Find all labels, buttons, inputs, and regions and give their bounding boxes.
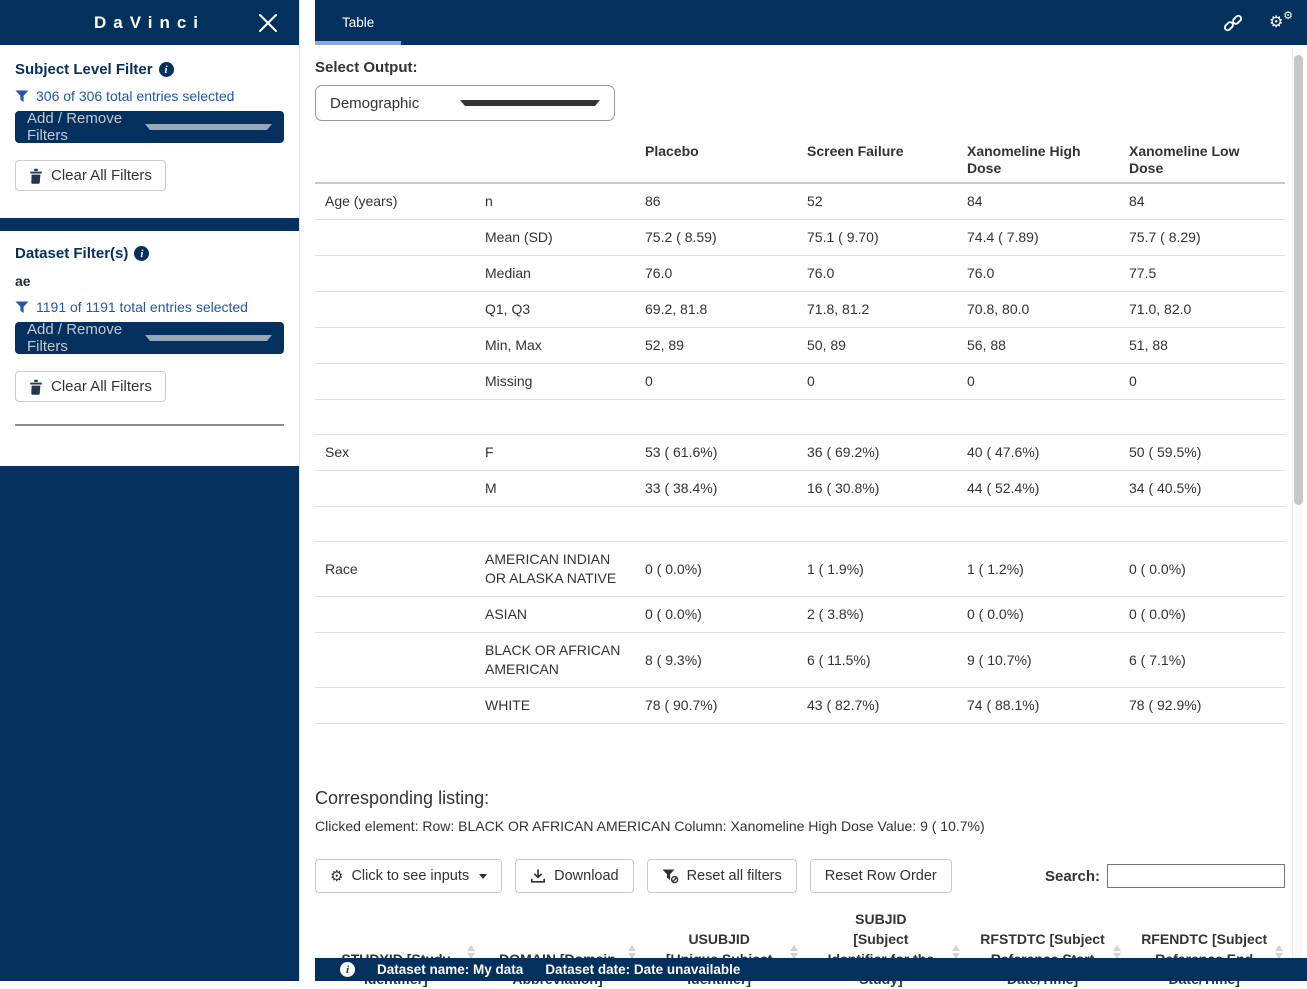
- reset-filter-icon: [662, 869, 678, 883]
- reset-row-order-button[interactable]: Reset Row Order: [809, 859, 952, 893]
- table-header-row: Placebo Screen Failure Xanomeline High D…: [315, 137, 1285, 184]
- vertical-scrollbar[interactable]: [1292, 48, 1303, 981]
- subject-add-remove-filters-dropdown[interactable]: Add / Remove Filters: [15, 110, 284, 144]
- table-row[interactable]: Race AMERICAN INDIAN OR ALASKA NATIVE 0 ( …: [315, 541, 1285, 597]
- sort-icon[interactable]: [1275, 945, 1284, 959]
- dataset-filter-section: Dataset Filter(s) i ae 1191 of 1191 tota…: [0, 231, 299, 466]
- subject-dropdown-label: Add / Remove Filters: [27, 110, 123, 144]
- table-row[interactable]: Q1, Q3 69.2, 81.8 71.8, 81.2 70.8, 80.0 71.0…: [315, 291, 1285, 328]
- search-label: Search:: [1044, 867, 1100, 885]
- gear-icon: ⚙: [330, 867, 344, 885]
- column-header-xanomeline-high: Xanomeline High Dose: [957, 137, 1119, 184]
- search-container: Search:: [1045, 864, 1285, 888]
- column-header-screen-failure: Screen Failure: [797, 137, 957, 184]
- listing-toolbar: ⚙ Click to see inputs Download Reset all…: [315, 859, 1285, 893]
- search-input[interactable]: [1107, 864, 1285, 888]
- column-header-placebo: Placebo: [635, 137, 797, 184]
- dataset-filter-title: Dataset Filter(s) i: [15, 245, 284, 262]
- table-row[interactable]: Age (years) n 86 52 84 84: [315, 183, 1285, 220]
- dataset-info-bar: i Dataset name: My data Dataset date: Da…: [315, 958, 1307, 981]
- subject-filter-summary[interactable]: 306 of 306 total entries selected: [15, 88, 284, 104]
- dataset-clear-button-label: Clear All Filters: [51, 378, 152, 395]
- filter-funnel-icon: [15, 90, 29, 102]
- subject-filter-summary-text: 306 of 306 total entries selected: [36, 88, 235, 104]
- select-output-label: Select Output:: [315, 59, 418, 76]
- table-row[interactable]: WHITE 78 ( 90.7%) 43 ( 82.7%) 74 ( 88.1%) 78…: [315, 687, 1285, 724]
- spacer-row: [315, 506, 1285, 542]
- table-row[interactable]: Missing 0 0 0 0: [315, 363, 1285, 400]
- caret-down-icon: [460, 100, 600, 106]
- spacer-row: [315, 399, 1285, 435]
- corresponding-listing-title: Corresponding listing:: [315, 788, 490, 808]
- demographic-table: Placebo Screen Failure Xanomeline High D…: [315, 137, 1285, 724]
- scrollbar-thumb[interactable]: [1294, 55, 1303, 505]
- table-row[interactable]: Mean (SD) 75.2 ( 8.59) 75.1 ( 9.70) 74.4 ( …: [315, 219, 1285, 256]
- subject-level-filter-section: Subject Level Filter i 306 of 306 total …: [0, 45, 299, 218]
- table-row[interactable]: Median 76.0 76.0 76.0 77.5: [315, 255, 1285, 292]
- subject-clear-button-label: Clear All Filters: [51, 167, 152, 184]
- link-icon[interactable]: [1223, 13, 1243, 33]
- gears-icon[interactable]: ⚙ ⚙: [1269, 9, 1293, 31]
- inputs-button-label: Click to see inputs: [351, 868, 470, 884]
- info-icon[interactable]: i: [340, 962, 355, 977]
- dataset-name-label: ae: [15, 273, 31, 289]
- trash-icon: [30, 379, 42, 395]
- column-header: [315, 137, 475, 184]
- download-icon: [531, 869, 546, 883]
- info-icon[interactable]: i: [158, 62, 174, 77]
- sidebar-divider-band: [0, 218, 299, 231]
- dataset-add-remove-filters-dropdown[interactable]: Add / Remove Filters: [15, 321, 284, 355]
- dataset-filter-summary-text: 1191 of 1191 total entries selected: [36, 299, 248, 315]
- table-row[interactable]: Min, Max 52, 89 50, 89 56, 88 51, 88: [315, 327, 1285, 364]
- tab-table[interactable]: Table: [315, 0, 402, 45]
- dataset-clear-all-filters-button[interactable]: Clear All Filters: [15, 371, 166, 402]
- sort-icon[interactable]: [951, 945, 960, 959]
- caret-down-icon: [144, 335, 272, 341]
- sidebar-header: DaVinci: [0, 0, 299, 45]
- sidebar-bottom-fill: [0, 466, 299, 981]
- dataset-date-text: Dataset date: Date unavailable: [545, 962, 741, 977]
- download-button-label: Download: [554, 868, 619, 884]
- table-row[interactable]: ASIAN 0 ( 0.0%) 2 ( 3.8%) 0 ( 0.0%) 0 ( 0.0%…: [315, 596, 1285, 633]
- main-header-bar: Table ⚙ ⚙: [315, 0, 1307, 45]
- reset-filters-button-label: Reset all filters: [686, 868, 782, 884]
- click-to-see-inputs-button[interactable]: ⚙ Click to see inputs: [315, 859, 503, 893]
- app-title: DaVinci: [93, 12, 206, 32]
- caret-down-icon: [479, 873, 488, 879]
- sort-icon[interactable]: [466, 945, 475, 959]
- trash-icon: [30, 168, 42, 184]
- sort-icon[interactable]: [1113, 945, 1122, 959]
- sidebar: DaVinci Subject Level Filter i 306 of 30…: [0, 0, 300, 981]
- subject-filter-title-label: Subject Level Filter: [15, 61, 153, 78]
- info-icon[interactable]: i: [134, 246, 150, 261]
- main-content: Select Output: Demographic Placebo Scree…: [315, 45, 1307, 989]
- active-tab-indicator: [315, 41, 402, 45]
- subject-filter-title: Subject Level Filter i: [15, 61, 284, 78]
- dataset-filter-summary[interactable]: 1191 of 1191 total entries selected: [15, 299, 284, 315]
- reset-all-filters-button[interactable]: Reset all filters: [646, 859, 797, 893]
- filter-funnel-icon: [15, 301, 29, 313]
- tab-table-label: Table: [342, 15, 375, 30]
- reset-row-order-label: Reset Row Order: [824, 868, 937, 884]
- column-header: [475, 137, 635, 184]
- subject-clear-all-filters-button[interactable]: Clear All Filters: [15, 160, 166, 191]
- sort-icon[interactable]: [628, 945, 637, 959]
- caret-down-icon: [144, 124, 272, 130]
- sidebar-divider-line: [15, 424, 284, 426]
- clicked-element-text: Clicked element: Row: BLACK OR AFRICAN A…: [315, 818, 985, 834]
- output-select-dropdown[interactable]: Demographic: [315, 85, 615, 121]
- download-button[interactable]: Download: [515, 859, 634, 893]
- close-icon[interactable]: [255, 10, 281, 36]
- dataset-dropdown-label: Add / Remove Filters: [27, 321, 123, 355]
- column-header-xanomeline-low: Xanomeline Low Dose: [1119, 137, 1285, 184]
- table-row[interactable]: Sex F 53 ( 61.6%) 36 ( 69.2%) 40 ( 47.6%) 50 …: [315, 434, 1285, 471]
- output-select-value: Demographic: [330, 94, 420, 112]
- dataset-name-text: Dataset name: My data: [377, 962, 524, 977]
- dataset-filter-title-label: Dataset Filter(s): [15, 245, 129, 262]
- table-row[interactable]: M 33 ( 38.4%) 16 ( 30.8%) 44 ( 52.4%) 34 ( 4…: [315, 470, 1285, 507]
- table-row[interactable]: BLACK OR AFRICAN AMERICAN 8 ( 9.3%) 6 ( 11…: [315, 632, 1285, 688]
- sort-icon[interactable]: [790, 945, 799, 959]
